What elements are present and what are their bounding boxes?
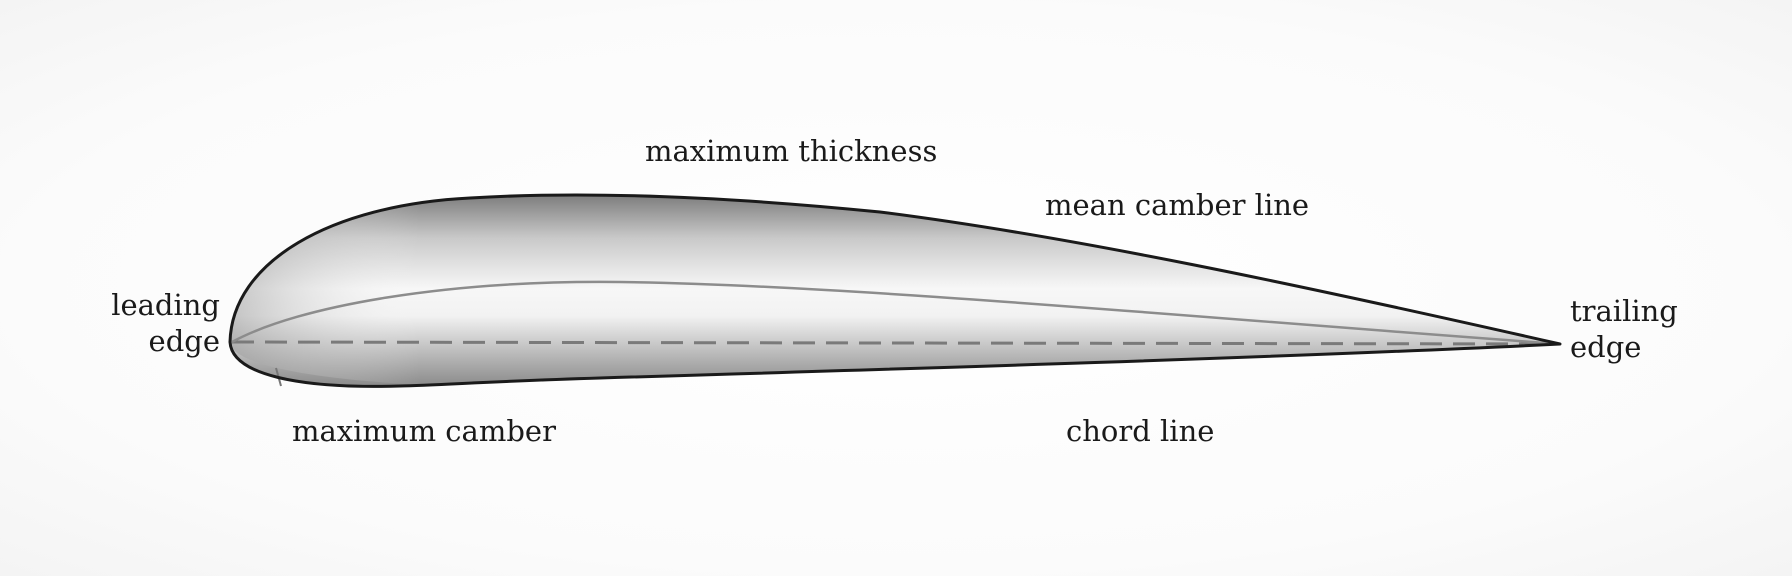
label-leading-edge: leading edge bbox=[108, 287, 220, 359]
label-trailing-edge: trailing edge bbox=[1570, 293, 1678, 365]
label-maximum-camber: maximum camber bbox=[292, 414, 556, 448]
label-mean-camber-line: mean camber line bbox=[1045, 188, 1310, 222]
leading-edge-shading bbox=[230, 198, 470, 386]
label-trailing-edge-line1: trailing bbox=[1570, 294, 1678, 328]
label-trailing-edge-line2: edge bbox=[1570, 330, 1642, 364]
chord-line bbox=[231, 340, 1561, 346]
airfoil-outline bbox=[228, 193, 1562, 388]
label-leading-edge-line1: leading bbox=[111, 288, 220, 322]
airfoil-body bbox=[230, 194, 1560, 387]
label-maximum-thickness: maximum thickness bbox=[645, 134, 938, 168]
mean-camber-line bbox=[231, 280, 1561, 346]
label-chord-line: chord line bbox=[1066, 414, 1215, 448]
label-leading-edge-line2: edge bbox=[148, 324, 220, 358]
